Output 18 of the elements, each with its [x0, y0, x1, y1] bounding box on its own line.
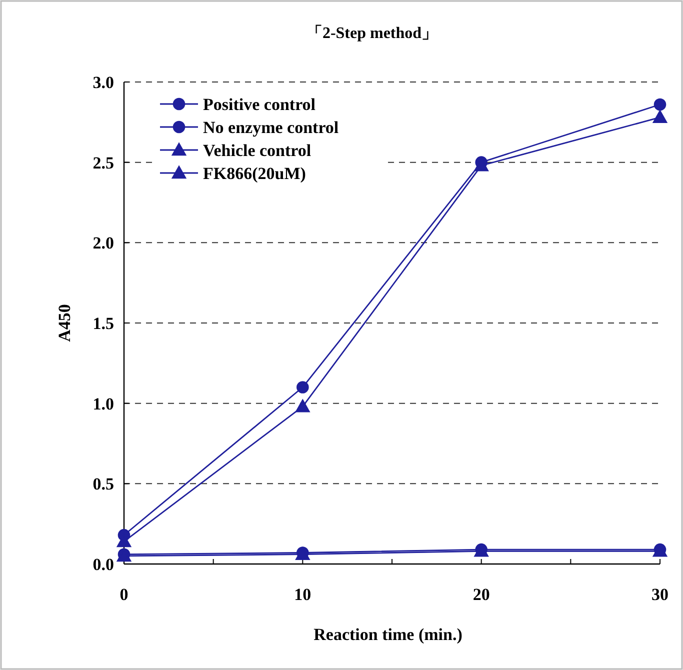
- legend-label: Vehicle control: [203, 141, 312, 160]
- legend-label: No enzyme control: [203, 118, 339, 137]
- y-tick-label: 1.0: [92, 394, 114, 414]
- x-tick-label: 20: [472, 585, 490, 604]
- legend-label: Positive control: [203, 95, 316, 114]
- y-tick-label: 2.0: [92, 234, 114, 253]
- legend-label: FK866(20uM): [203, 164, 306, 183]
- y-tick-label: 0.0: [92, 555, 114, 574]
- x-tick-label: 0: [120, 585, 128, 604]
- y-tick-label: 3.0: [92, 73, 114, 92]
- y-tick-label: 1.5: [92, 314, 114, 333]
- x-axis-title: Reaction time (min.): [314, 625, 462, 644]
- y-tick-label: 2.5: [92, 153, 114, 172]
- chart-title: 「2-Step method」: [306, 24, 438, 42]
- x-tick-label: 30: [652, 585, 668, 604]
- y-axis-title: A450: [55, 304, 74, 342]
- y-tick-label: 0.5: [92, 474, 114, 494]
- x-tick-label: 10: [294, 585, 312, 604]
